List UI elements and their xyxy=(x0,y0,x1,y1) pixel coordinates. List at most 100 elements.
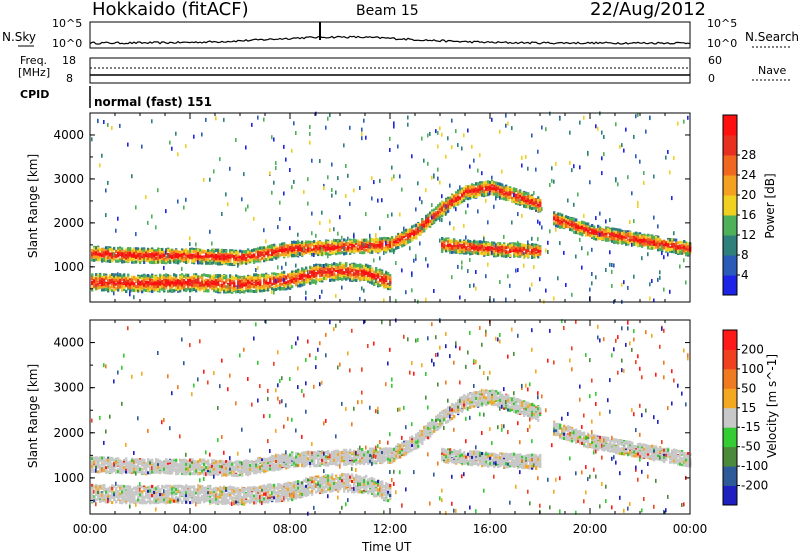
echo-cell xyxy=(117,285,120,289)
echo-cell xyxy=(167,289,170,293)
echo-cell xyxy=(317,250,320,254)
echo-cell xyxy=(183,274,186,278)
echo-cell xyxy=(209,254,212,258)
echo-cell xyxy=(479,190,482,194)
echo-cell xyxy=(217,248,220,252)
echo-cell xyxy=(361,269,364,273)
echo-cell xyxy=(195,252,198,256)
echo-cell xyxy=(379,241,382,244)
echo-cell xyxy=(383,239,386,243)
echo-cell xyxy=(251,278,254,282)
scatter-cell xyxy=(119,123,121,128)
echo-cell xyxy=(135,250,138,254)
echo-cell xyxy=(207,282,210,286)
echo-cell xyxy=(353,266,356,270)
echo-cell xyxy=(101,278,104,281)
echo-cell xyxy=(381,281,384,285)
echo-cell xyxy=(489,246,492,250)
echo-cell xyxy=(479,251,482,255)
echo-cell xyxy=(227,258,230,262)
echo-cell xyxy=(185,276,188,280)
scatter-cell xyxy=(271,290,273,294)
echo-cell xyxy=(351,246,354,250)
echo-cell xyxy=(133,282,136,286)
echo-cell xyxy=(299,270,302,274)
echo-cell xyxy=(335,252,338,256)
echo-cell xyxy=(383,280,386,284)
echo-cell xyxy=(169,289,172,293)
scatter-cell xyxy=(415,207,417,212)
scatter-cell xyxy=(373,258,375,263)
echo-cell xyxy=(211,253,214,257)
echo-cell xyxy=(265,246,268,250)
scatter-cell xyxy=(329,228,331,232)
echo-cell xyxy=(237,253,240,257)
echo-cell xyxy=(99,286,102,290)
echo-cell xyxy=(205,254,208,258)
echo-cell xyxy=(391,239,394,243)
echo-cell xyxy=(239,286,242,290)
echo-cell xyxy=(201,285,204,289)
echo-cell xyxy=(247,254,250,258)
scatter-cell xyxy=(425,297,427,302)
echo-cell xyxy=(311,273,314,277)
echo-cell xyxy=(127,282,130,285)
echo-cell xyxy=(207,257,210,261)
echo-cell xyxy=(359,275,362,279)
echo-cell xyxy=(277,284,280,288)
echo-cell xyxy=(181,273,184,277)
scatter-cell xyxy=(409,246,411,251)
echo-cell xyxy=(127,251,130,255)
echo-cell xyxy=(101,250,104,254)
echo-cell xyxy=(463,251,466,255)
echo-cell xyxy=(133,256,136,259)
scatter-cell xyxy=(227,284,229,289)
echo-cell xyxy=(273,286,276,290)
echo-cell xyxy=(463,192,466,196)
echo-cell xyxy=(457,191,460,195)
scatter-cell xyxy=(107,180,109,185)
echo-cell xyxy=(423,224,426,228)
echo-cell xyxy=(109,248,112,252)
echo-cell xyxy=(467,187,470,191)
echo-cell xyxy=(105,251,108,255)
echo-cell xyxy=(149,288,152,292)
echo-cell xyxy=(93,251,96,255)
echo-cell xyxy=(481,240,484,244)
scatter-cell xyxy=(465,210,467,215)
echo-cell xyxy=(413,224,416,228)
echo-cell xyxy=(465,246,468,250)
echo-cell xyxy=(463,187,466,190)
echo-cell xyxy=(475,251,478,255)
echo-cell xyxy=(97,286,100,290)
echo-cell xyxy=(211,261,214,265)
echo-cell xyxy=(229,262,232,266)
echo-cell xyxy=(461,200,464,204)
echo-cell xyxy=(271,274,274,277)
echo-cell xyxy=(241,288,244,292)
scatter-cell xyxy=(369,244,371,249)
scatter-cell xyxy=(421,136,423,141)
echo-cell xyxy=(91,286,94,290)
echo-cell xyxy=(357,249,360,253)
echo-cell xyxy=(119,278,122,282)
echo-cell xyxy=(471,189,474,193)
echo-cell xyxy=(323,271,326,274)
echo-cell xyxy=(301,270,304,274)
echo-cell xyxy=(235,274,238,278)
echo-cell xyxy=(109,260,112,263)
echo-cell xyxy=(171,280,174,284)
echo-cell xyxy=(319,252,322,256)
echo-cell xyxy=(93,256,96,259)
echo-cell xyxy=(249,258,252,262)
echo-cell xyxy=(453,202,456,206)
echo-cell xyxy=(427,219,430,223)
echo-cell xyxy=(103,254,106,257)
echo-cell xyxy=(163,280,166,284)
scatter-cell xyxy=(145,257,147,262)
echo-cell xyxy=(159,285,162,289)
scatter-cell xyxy=(325,125,327,130)
echo-cell xyxy=(145,289,148,292)
echo-cell xyxy=(459,239,462,243)
echo-cell xyxy=(289,286,292,290)
